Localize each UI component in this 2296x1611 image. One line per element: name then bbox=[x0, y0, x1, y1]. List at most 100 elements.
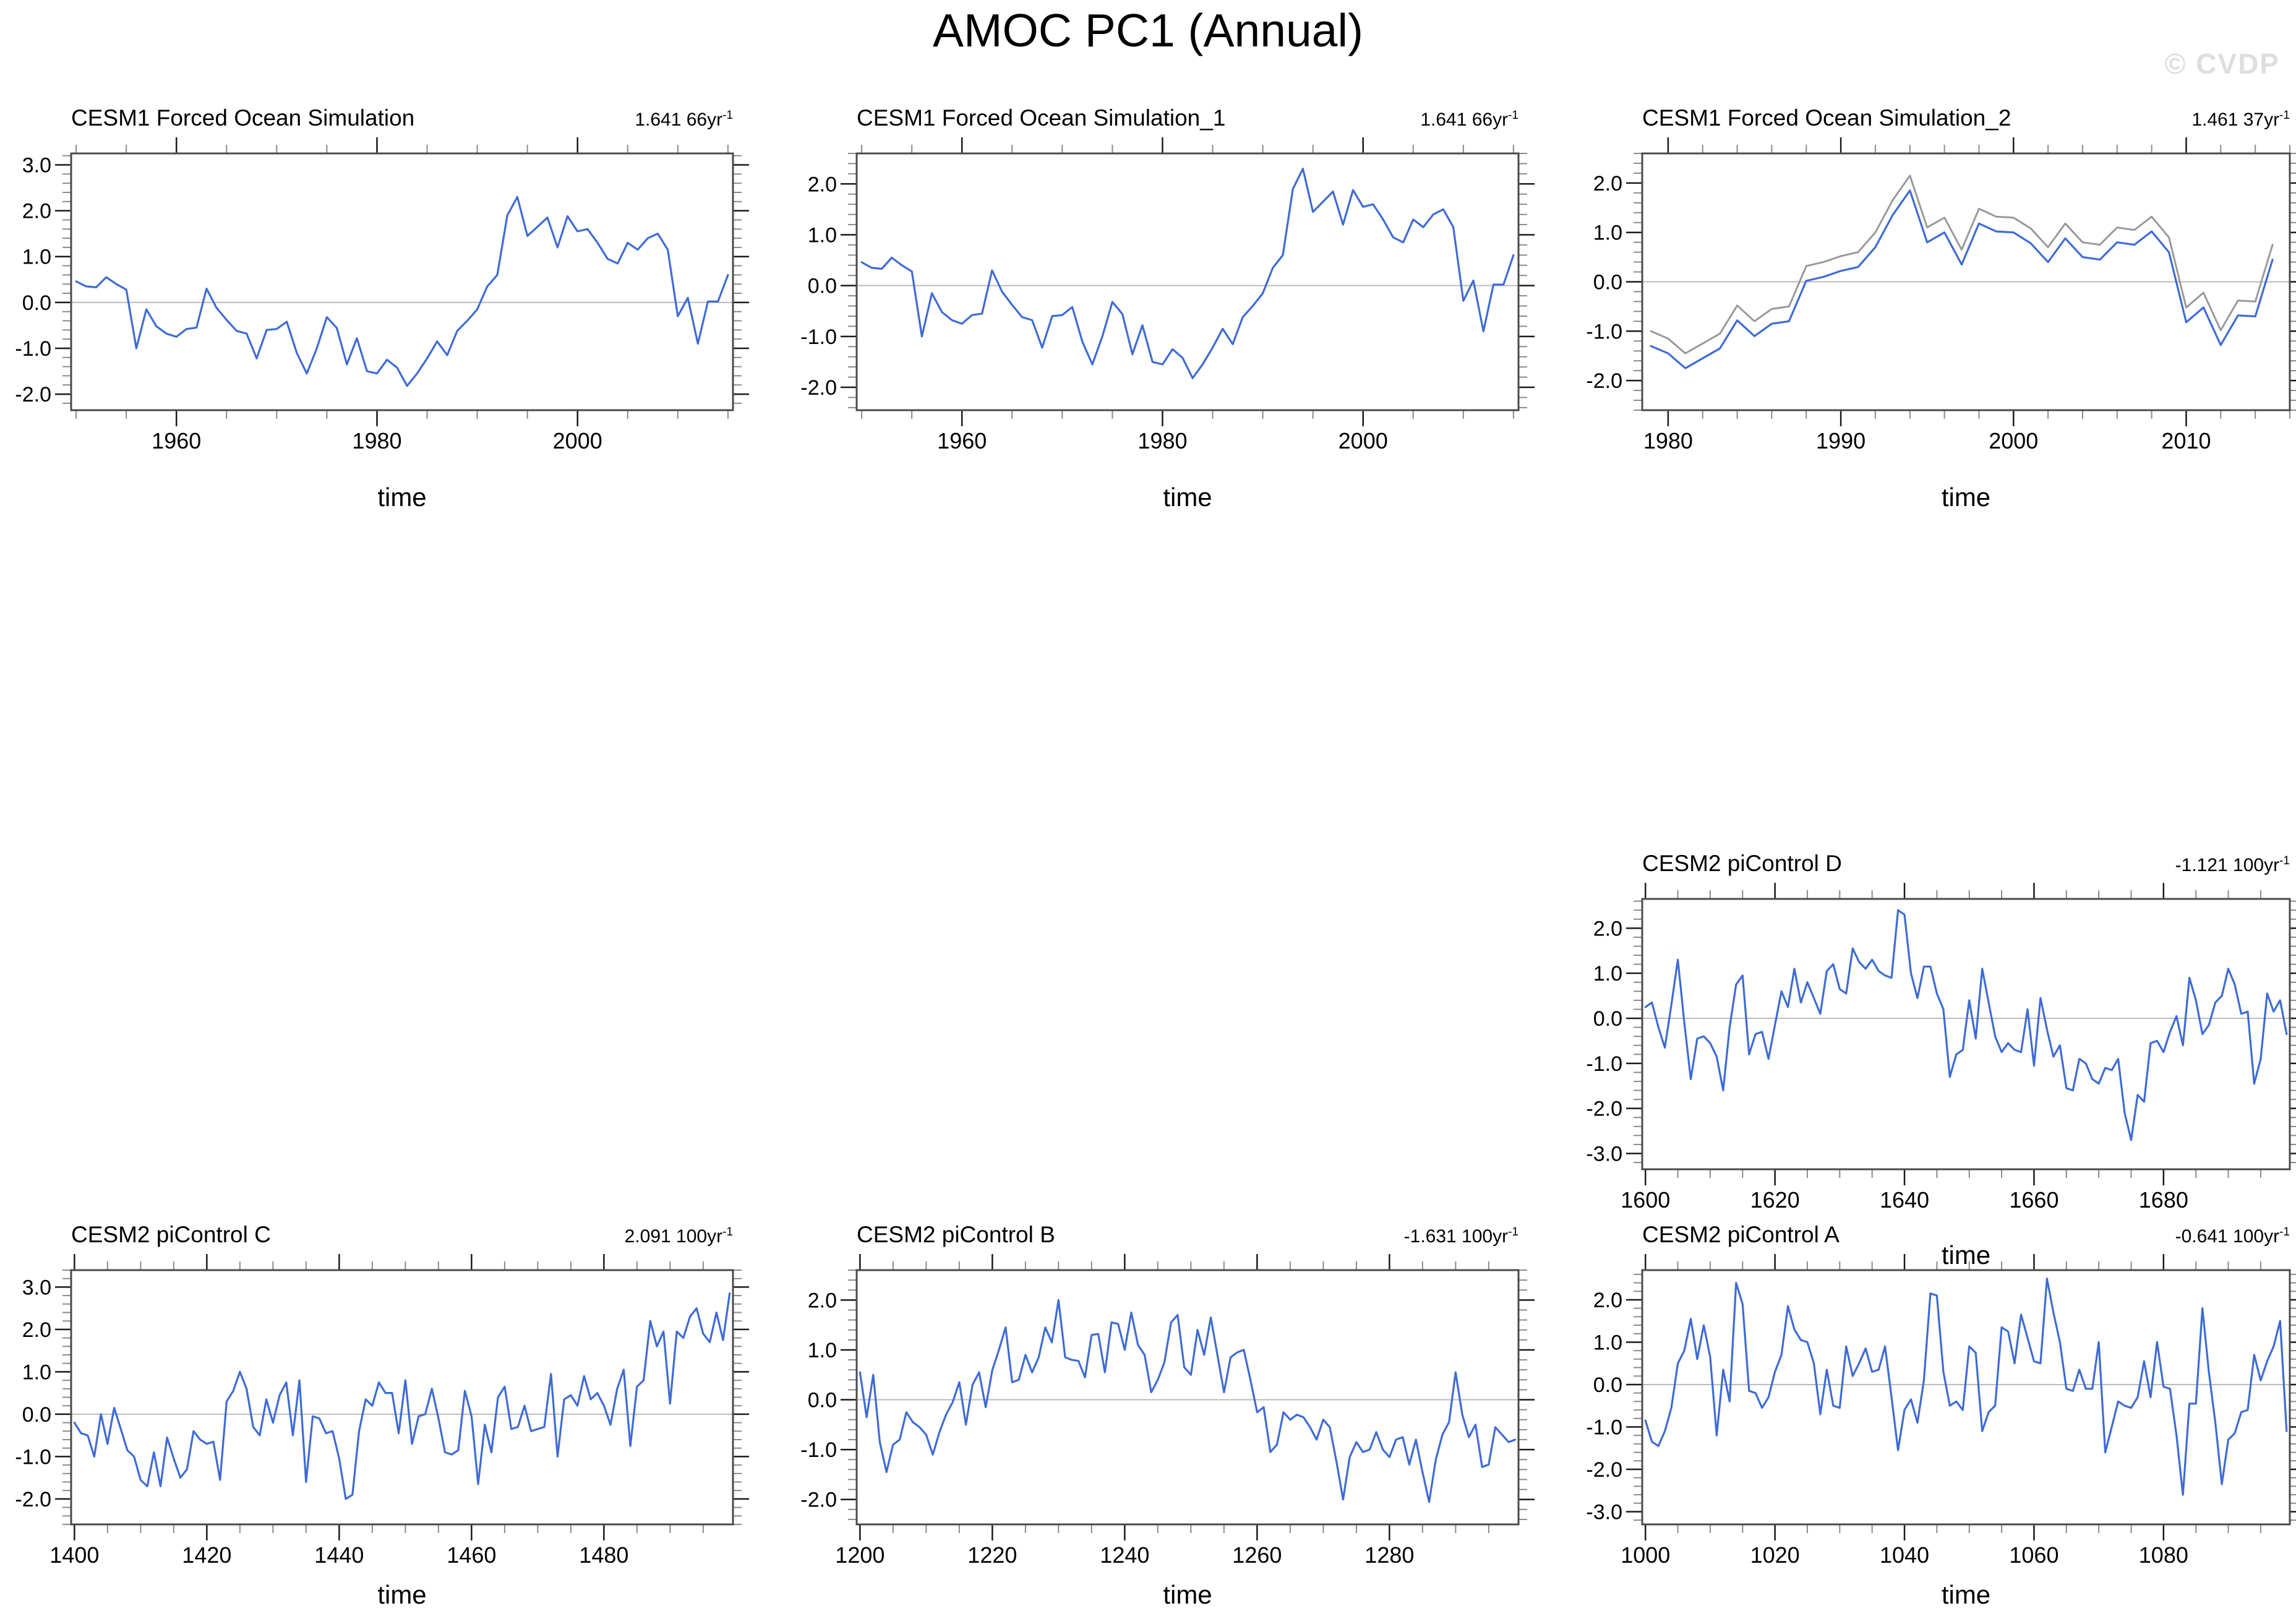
chart-panel-cesm1-forced-ocean-simulation-2: CESM1 Forced Ocean Simulation_2 1.461 37… bbox=[1571, 105, 2296, 513]
chart-panel-cesm1-forced-ocean-simulation-1: CESM1 Forced Ocean Simulation_1 1.641 66… bbox=[786, 105, 1565, 513]
svg-text:-2.0: -2.0 bbox=[800, 376, 837, 400]
x-axis-label: time bbox=[377, 483, 427, 512]
svg-text:1000: 1000 bbox=[1621, 1542, 1670, 1568]
svg-text:-2.0: -2.0 bbox=[1586, 1458, 1622, 1482]
svg-text:-1.0: -1.0 bbox=[800, 325, 837, 349]
svg-text:0.0: 0.0 bbox=[808, 1389, 837, 1412]
trend-value: -1.631 100yr-1 bbox=[1404, 1226, 1519, 1247]
trend-text: 2.091 100yr bbox=[624, 1226, 723, 1247]
svg-text:1040: 1040 bbox=[1880, 1542, 1929, 1568]
svg-text:-2.0: -2.0 bbox=[15, 1488, 51, 1511]
svg-text:1440: 1440 bbox=[314, 1542, 364, 1568]
trend-text: 1.641 66yr bbox=[1420, 110, 1509, 130]
svg-text:1480: 1480 bbox=[579, 1542, 628, 1568]
chart-header: CESM2 piControl B -1.631 100yr-1 bbox=[857, 1222, 1519, 1248]
svg-text:-3.0: -3.0 bbox=[1586, 1143, 1622, 1166]
svg-text:2000: 2000 bbox=[553, 428, 602, 453]
chart-header: CESM2 piControl A -0.641 100yr-1 bbox=[1642, 1222, 2290, 1248]
svg-text:1960: 1960 bbox=[937, 428, 987, 453]
trend-exponent: -1 bbox=[722, 109, 733, 122]
chart-panel-cesm2-picontrol-b: CESM2 piControl B -1.631 100yr-1 2.0 1.0 0… bbox=[786, 1222, 1565, 1611]
axis-ticks bbox=[1626, 137, 2296, 426]
chart-header: CESM1 Forced Ocean Simulation 1.641 66yr… bbox=[71, 105, 733, 131]
plot-border bbox=[70, 152, 734, 411]
svg-text:1.0: 1.0 bbox=[1593, 1331, 1622, 1354]
svg-text:-1.0: -1.0 bbox=[1586, 1052, 1622, 1076]
svg-text:-3.0: -3.0 bbox=[1586, 1500, 1622, 1524]
trend-value: 1.641 66yr-1 bbox=[1420, 109, 1519, 131]
svg-text:1020: 1020 bbox=[1750, 1542, 1800, 1568]
chart-plot: 2.0 1.0 0.0 -1.0 -2.0 1200 1220 1240 1260 1280 bbox=[800, 1254, 1535, 1568]
axis-tick-labels: 3.0 2.0 1.0 0.0 -1.0 -2.0 1400 1420 1440 1460 1480 bbox=[15, 1276, 628, 1568]
data-line-amoc-pc1 bbox=[1650, 189, 2274, 369]
trend-exponent: -1 bbox=[722, 1226, 733, 1239]
svg-text:1.0: 1.0 bbox=[22, 1360, 51, 1384]
svg-text:1.0: 1.0 bbox=[1593, 221, 1622, 245]
svg-text:-1.0: -1.0 bbox=[15, 1445, 51, 1469]
axis-tick-labels: 2.0 1.0 0.0 -1.0 -2.0 1980 1990 2000 2010 bbox=[1586, 172, 2211, 453]
trend-exponent: -1 bbox=[1508, 1226, 1519, 1239]
svg-text:1460: 1460 bbox=[447, 1542, 496, 1568]
svg-text:0.0: 0.0 bbox=[1593, 271, 1622, 294]
chart-plot: 2.0 1.0 0.0 -1.0 -2.0 1960 1980 2000 bbox=[800, 137, 1535, 453]
trend-value: 1.461 37yr-1 bbox=[2191, 109, 2290, 131]
svg-text:1980: 1980 bbox=[1137, 428, 1187, 453]
svg-text:2.0: 2.0 bbox=[1593, 172, 1622, 195]
trend-text: -1.631 100yr bbox=[1403, 1226, 1509, 1247]
svg-text:1400: 1400 bbox=[49, 1542, 99, 1568]
plot-border bbox=[70, 1269, 734, 1526]
data-line-amoc-pc1 bbox=[75, 195, 729, 387]
trend-text: -0.641 100yr bbox=[2175, 1226, 2280, 1247]
chart-panel-cesm1-forced-ocean-simulation: CESM1 Forced Ocean Simulation 1.641 66yr… bbox=[0, 105, 779, 513]
x-axis-label: time bbox=[1163, 1580, 1212, 1609]
svg-text:1420: 1420 bbox=[182, 1542, 231, 1568]
svg-text:0.0: 0.0 bbox=[22, 291, 51, 315]
axis-ticks bbox=[55, 137, 749, 426]
axis-tick-labels: 2.0 1.0 0.0 -1.0 -2.0 1200 1220 1240 1260 1280 bbox=[800, 1289, 1414, 1568]
chart-header: CESM2 piControl D -1.121 100yr-1 bbox=[1642, 851, 2290, 877]
chart-plot: 3.0 2.0 1.0 0.0 -1.0 -2.0 1960 1980 2000 bbox=[15, 137, 749, 453]
chart-panel-cesm2-picontrol-d: CESM2 piControl D -1.121 100yr-1 2.0 1.0 0… bbox=[1571, 851, 2296, 1271]
svg-text:1200: 1200 bbox=[835, 1542, 885, 1568]
svg-text:1990: 1990 bbox=[1816, 428, 1866, 453]
trend-value: -1.121 100yr-1 bbox=[2175, 854, 2290, 876]
svg-text:-1.0: -1.0 bbox=[15, 337, 51, 361]
trend-text: -1.121 100yr bbox=[2175, 855, 2280, 875]
chart-title: CESM2 piControl C bbox=[71, 1222, 271, 1247]
chart-header: CESM1 Forced Ocean Simulation_1 1.641 66… bbox=[857, 105, 1519, 131]
data-line-amoc-pc1 bbox=[1644, 909, 2288, 1141]
axis-ticks bbox=[55, 1254, 749, 1540]
svg-text:1240: 1240 bbox=[1100, 1542, 1149, 1568]
svg-text:3.0: 3.0 bbox=[22, 154, 51, 178]
svg-text:0.0: 0.0 bbox=[808, 275, 837, 298]
svg-text:-2.0: -2.0 bbox=[15, 383, 51, 406]
data-line-amoc-pc1 bbox=[1644, 1278, 2288, 1496]
x-axis-label: time bbox=[377, 1580, 427, 1609]
svg-text:2000: 2000 bbox=[1989, 428, 2038, 453]
plot-border bbox=[1641, 1269, 2291, 1526]
axis-ticks bbox=[1626, 1254, 2296, 1540]
chart-title: CESM1 Forced Ocean Simulation_1 bbox=[857, 105, 1226, 131]
svg-text:1060: 1060 bbox=[2009, 1542, 2058, 1568]
axis-ticks bbox=[841, 1254, 1535, 1540]
trend-text: 1.461 37yr bbox=[2191, 110, 2280, 130]
trend-exponent: -1 bbox=[2279, 854, 2290, 867]
axis-ticks bbox=[841, 137, 1535, 426]
svg-text:2.0: 2.0 bbox=[1593, 1289, 1622, 1312]
svg-text:-1.0: -1.0 bbox=[1586, 1416, 1622, 1439]
svg-text:1280: 1280 bbox=[1364, 1542, 1414, 1568]
chart-plot: 2.0 1.0 0.0 -1.0 -2.0 1980 1990 2000 2010 bbox=[1586, 137, 2296, 453]
svg-text:1620: 1620 bbox=[1750, 1187, 1800, 1213]
plot-border bbox=[855, 1269, 1520, 1526]
axis-tick-labels: 2.0 1.0 0.0 -1.0 -2.0 1960 1980 2000 bbox=[800, 173, 1387, 453]
chart-title: CESM2 piControl A bbox=[1642, 1222, 1840, 1247]
svg-text:1.0: 1.0 bbox=[808, 223, 837, 247]
svg-text:2.0: 2.0 bbox=[22, 200, 51, 223]
svg-text:1980: 1980 bbox=[352, 428, 401, 453]
svg-text:0.0: 0.0 bbox=[22, 1403, 51, 1427]
svg-text:2010: 2010 bbox=[2161, 428, 2211, 453]
trend-value: -0.641 100yr-1 bbox=[2175, 1226, 2290, 1247]
x-axis-label: time bbox=[1941, 1240, 1991, 1269]
chart-plot: 2.0 1.0 0.0 -1.0 -2.0 -3.0 1600 1620 1640 1660 168… bbox=[1586, 883, 2296, 1213]
